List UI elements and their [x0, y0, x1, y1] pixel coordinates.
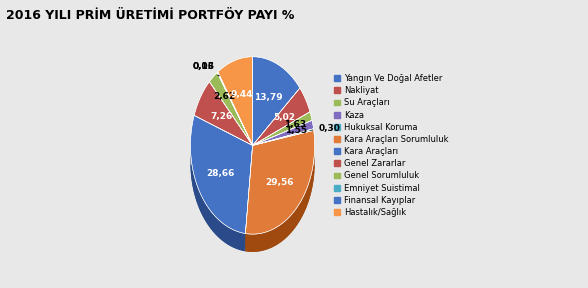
Polygon shape: [218, 57, 253, 145]
Polygon shape: [245, 145, 253, 251]
Text: 2,62: 2,62: [213, 92, 235, 101]
Text: 7,26: 7,26: [210, 112, 232, 121]
Text: 29,56: 29,56: [265, 177, 294, 187]
Polygon shape: [245, 130, 315, 234]
Text: 0,30: 0,30: [310, 124, 340, 133]
Polygon shape: [209, 73, 253, 145]
Text: 1,63: 1,63: [283, 120, 306, 129]
Polygon shape: [245, 147, 315, 252]
Text: 5,02: 5,02: [273, 113, 295, 122]
Text: 0,03: 0,03: [193, 62, 219, 76]
Polygon shape: [253, 120, 313, 145]
Polygon shape: [194, 82, 253, 145]
Text: 13,79: 13,79: [254, 93, 282, 102]
Polygon shape: [253, 129, 314, 145]
Polygon shape: [245, 145, 253, 251]
Text: 0,16: 0,16: [193, 62, 219, 76]
Text: 1,55: 1,55: [285, 126, 307, 135]
Polygon shape: [253, 57, 300, 145]
Polygon shape: [253, 88, 310, 145]
Polygon shape: [191, 115, 253, 234]
Text: 28,66: 28,66: [207, 169, 235, 178]
Polygon shape: [253, 112, 312, 145]
Polygon shape: [191, 147, 245, 251]
Polygon shape: [191, 163, 253, 251]
Polygon shape: [217, 72, 253, 145]
Text: 9,44: 9,44: [230, 90, 253, 99]
Polygon shape: [245, 163, 315, 252]
Text: 2016 YILI PRİM ÜRETİMİ PORTFÖY PAYI %: 2016 YILI PRİM ÜRETİMİ PORTFÖY PAYI %: [6, 9, 294, 22]
Legend: Yangın Ve Doğal Afetler, Nakliyat, Su Araçları, Kaza, Hukuksal Koruma, Kara Araç: Yangın Ve Doğal Afetler, Nakliyat, Su Ar…: [332, 72, 450, 219]
Polygon shape: [218, 72, 253, 145]
